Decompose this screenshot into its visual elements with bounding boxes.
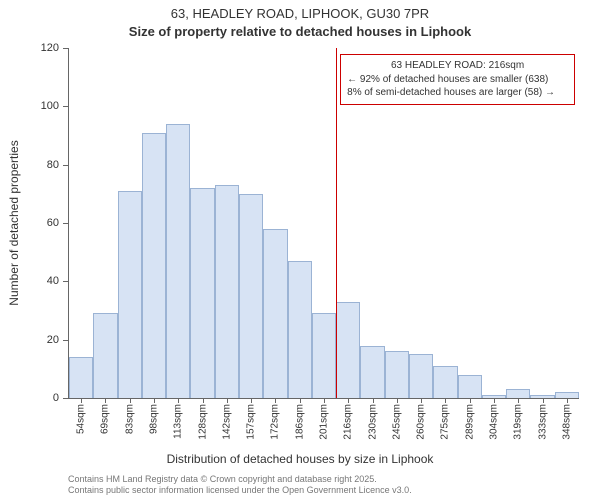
y-tick-label: 80 [47,159,59,171]
x-tick [324,398,325,403]
y-tick [63,165,69,166]
y-tick [63,106,69,107]
histogram-bar [166,124,190,398]
x-tick-label: 319sqm [513,404,524,440]
x-tick [81,398,82,403]
x-tick-label: 172sqm [270,404,281,440]
annotation-line: ← 92% of detached houses are smaller (63… [347,73,568,87]
y-tick [63,281,69,282]
x-tick [348,398,349,403]
histogram-bar [190,188,214,398]
x-tick-label: 157sqm [246,404,257,440]
x-tick-label: 113sqm [173,404,184,439]
x-tick-label: 333sqm [537,404,548,440]
x-tick-label: 275sqm [440,404,451,440]
histogram-bar [385,351,409,398]
x-tick-label: 142sqm [221,404,232,440]
x-tick [543,398,544,403]
x-tick-label: 128sqm [197,404,208,440]
annotation-line: 8% of semi-detached houses are larger (5… [347,86,568,100]
x-tick [470,398,471,403]
histogram-bar [215,185,239,398]
histogram-bar [336,302,360,398]
histogram-bar [93,313,117,398]
histogram-bar [69,357,93,398]
x-tick-label: 83sqm [124,404,135,434]
x-tick-label: 216sqm [343,404,354,440]
x-tick [421,398,422,403]
x-tick [251,398,252,403]
y-tick-label: 0 [53,392,59,404]
x-tick-label: 186sqm [294,404,305,440]
annotation-line: 63 HEADLEY ROAD: 216sqm [347,59,568,73]
y-tick [63,48,69,49]
histogram-bar [360,346,384,399]
x-tick [178,398,179,403]
x-tick-label: 348sqm [561,404,572,440]
x-tick [494,398,495,403]
y-tick-label: 20 [47,334,59,346]
y-tick [63,398,69,399]
plot-area: 02040608010012054sqm69sqm83sqm98sqm113sq… [68,48,579,399]
chart-title-main: Size of property relative to detached ho… [0,24,600,39]
x-tick-label: 201sqm [319,404,330,440]
footer-line-2: Contains public sector information licen… [68,485,412,496]
x-tick-label: 54sqm [76,404,87,434]
x-tick-label: 69sqm [100,404,111,434]
x-tick-label: 260sqm [416,404,427,440]
chart-title-address: 63, HEADLEY ROAD, LIPHOOK, GU30 7PR [0,6,600,21]
x-tick [373,398,374,403]
y-tick [63,223,69,224]
histogram-bar [288,261,312,398]
x-tick [567,398,568,403]
x-tick-label: 304sqm [489,404,500,440]
histogram-bar [239,194,263,398]
x-tick [275,398,276,403]
x-tick [300,398,301,403]
x-axis-label: Distribution of detached houses by size … [0,452,600,466]
footer-line-1: Contains HM Land Registry data © Crown c… [68,474,412,485]
annotation-box: 63 HEADLEY ROAD: 216sqm← 92% of detached… [340,54,575,105]
histogram-bar [118,191,142,398]
chart-container: 63, HEADLEY ROAD, LIPHOOK, GU30 7PR Size… [0,0,600,500]
histogram-bar [433,366,457,398]
histogram-bar [312,313,336,398]
histogram-bar [506,389,530,398]
y-tick-label: 40 [47,275,59,287]
x-tick [518,398,519,403]
x-tick-label: 98sqm [149,404,160,434]
y-tick [63,340,69,341]
y-tick-label: 60 [47,217,59,229]
histogram-bar [409,354,433,398]
x-tick-label: 245sqm [391,404,402,440]
marker-line [336,48,337,398]
y-axis-label: Number of detached properties [7,140,21,305]
x-tick [105,398,106,403]
x-tick [397,398,398,403]
x-tick [130,398,131,403]
y-tick-label: 120 [41,42,59,54]
x-tick-label: 230sqm [367,404,378,440]
x-tick [227,398,228,403]
x-tick [445,398,446,403]
histogram-bar [458,375,482,398]
chart-footer: Contains HM Land Registry data © Crown c… [68,474,412,497]
x-tick [203,398,204,403]
x-tick-label: 289sqm [464,404,475,440]
y-tick-label: 100 [41,100,59,112]
x-tick [154,398,155,403]
histogram-bar [142,133,166,398]
histogram-bar [263,229,287,398]
